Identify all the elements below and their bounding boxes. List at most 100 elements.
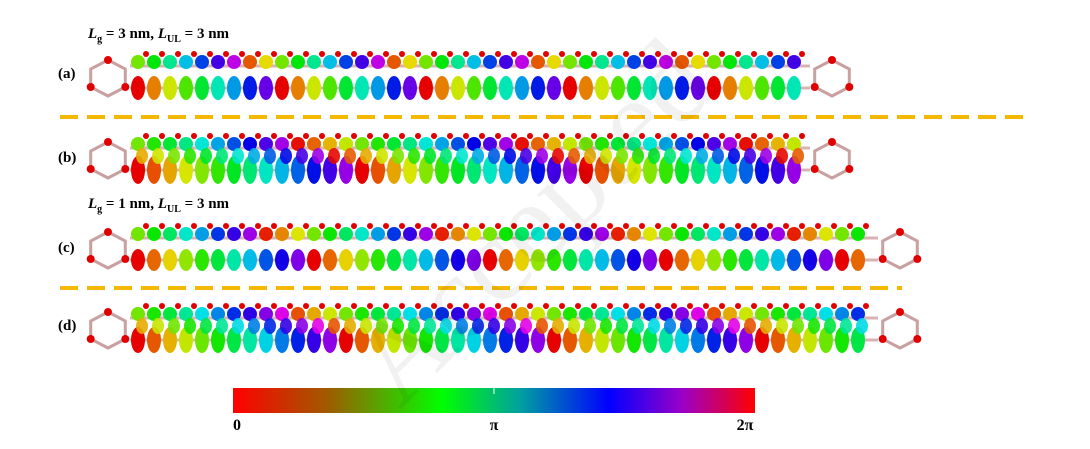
atom [175, 51, 181, 57]
orbital-lobe [339, 137, 353, 151]
orbital-lobe [451, 76, 465, 100]
orbital-lobe [531, 76, 545, 100]
atom [655, 51, 661, 57]
orbital-lobe [563, 307, 577, 321]
orbital-lobe [723, 227, 737, 241]
atom [143, 51, 149, 57]
orbital-lobe [307, 307, 321, 321]
orbital-lobe [131, 249, 145, 271]
orbital-lobe [312, 148, 324, 164]
atom [191, 51, 197, 57]
orbital-lobe [275, 76, 289, 100]
orbital-lobe [723, 137, 737, 151]
orbital-lobe [739, 249, 753, 271]
orbital-lobe [131, 55, 145, 69]
orbital-lobe [195, 307, 209, 321]
orbital-lobe [712, 318, 724, 334]
orbital-lobe [323, 249, 337, 271]
watermark: Accepted [324, 14, 738, 428]
atom [143, 133, 149, 139]
atom [335, 133, 341, 139]
orbital-lobe [280, 318, 292, 334]
orbital-lobe [211, 137, 225, 151]
orbital-lobe [403, 76, 417, 100]
atom [623, 133, 629, 139]
orbital-lobe [131, 137, 145, 151]
atom [447, 223, 453, 229]
orbital-lobe [643, 307, 657, 321]
orbital-lobe [323, 307, 337, 321]
orbital-images [86, 51, 922, 353]
atom [703, 303, 709, 309]
atom [845, 83, 854, 91]
orbital-lobe [232, 148, 244, 164]
orbital-lobe [248, 318, 260, 334]
orbital-lobe [515, 249, 529, 271]
orbital-lobe [243, 55, 257, 69]
orbital-lobe [851, 249, 865, 271]
atom [223, 133, 229, 139]
orbital-lobe [136, 148, 148, 164]
orbital-lobe [563, 227, 577, 241]
atom [767, 303, 773, 309]
atom [623, 223, 629, 229]
colorbar-tick-label: 2π [737, 417, 754, 434]
orbital-lobe [755, 55, 769, 69]
atom [719, 133, 725, 139]
orbital-lobe [355, 307, 369, 321]
atom [495, 51, 501, 57]
atom [223, 51, 229, 57]
atom [878, 255, 887, 263]
panel-label: (d) [58, 318, 76, 334]
atom [831, 303, 837, 309]
orbital-lobe [387, 137, 401, 151]
atom [104, 228, 112, 236]
orbital-lobe [515, 307, 529, 321]
atom [687, 133, 693, 139]
atom [703, 51, 709, 57]
orbital-lobe [227, 227, 241, 241]
atom [399, 303, 405, 309]
orbital-lobe [259, 55, 273, 69]
atom [810, 83, 819, 91]
atom [303, 51, 309, 57]
atom [159, 303, 165, 309]
atom [255, 51, 261, 57]
orbital-lobe [259, 137, 273, 151]
orbital-lobe [851, 227, 865, 241]
orbital-lobe [147, 76, 161, 100]
orbital-lobe [243, 137, 257, 151]
orbital-lobe [227, 249, 241, 271]
orbital-lobe [515, 55, 529, 69]
atom [639, 51, 645, 57]
atom [591, 133, 597, 139]
orbital-lobe [744, 318, 756, 334]
orbital-lobe [611, 227, 625, 241]
atom [255, 133, 261, 139]
orbital-lobe [728, 318, 740, 334]
orbital-lobe [275, 249, 289, 271]
orbital-lobe [291, 76, 305, 100]
orbital-lobe [323, 76, 337, 100]
atom [591, 51, 597, 57]
orbital-lobe [563, 137, 577, 151]
orbital-lobe [595, 137, 609, 151]
orbital-lobe [675, 249, 689, 271]
orbital-lobe [179, 227, 193, 241]
orbital-lobe [280, 148, 292, 164]
atom [191, 133, 197, 139]
atom [639, 133, 645, 139]
orbital-lobe [179, 249, 193, 271]
orbital-lobe [179, 76, 193, 100]
orbital-lobe [547, 55, 561, 69]
heading-part: g [97, 204, 102, 215]
atom [207, 51, 213, 57]
atom [639, 223, 645, 229]
atom [799, 51, 805, 57]
orbital-lobe [408, 148, 420, 164]
atom [463, 303, 469, 309]
orbital-lobe [291, 249, 305, 271]
panel-label: (b) [58, 150, 76, 166]
orbital-lobe [691, 249, 705, 271]
atom [767, 223, 773, 229]
